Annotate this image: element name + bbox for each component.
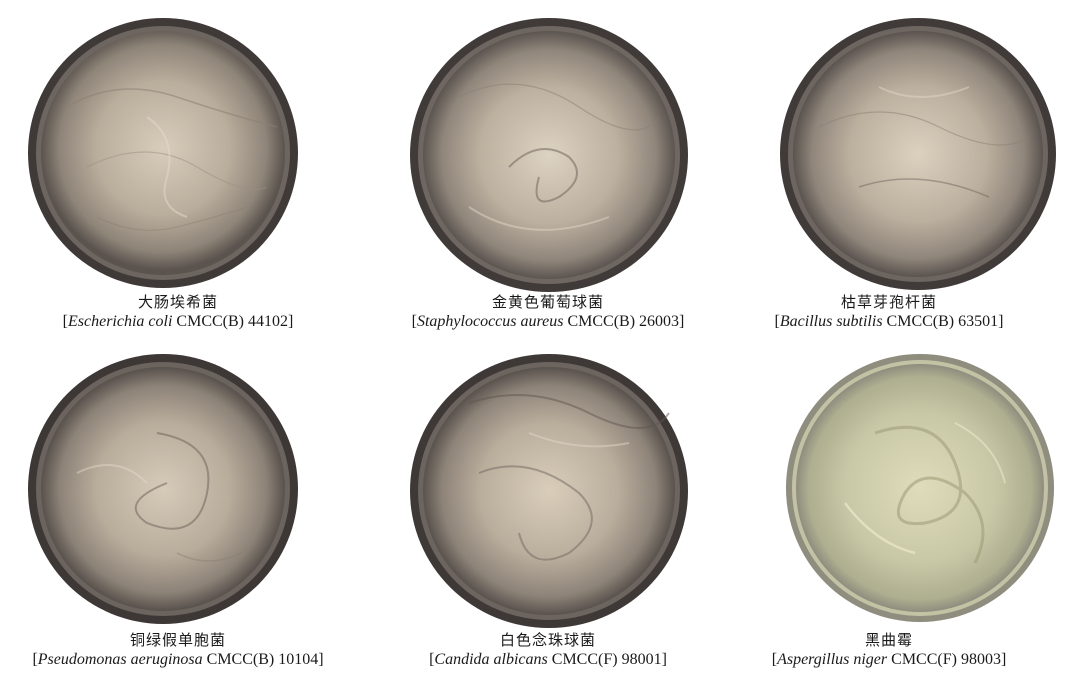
plate-caption: 铜绿假单胞菌 [Pseudomonas aeruginosa CMCC(B) 1…	[0, 630, 356, 670]
scientific-name-line: [Bacillus subtilis CMCC(B) 63501]	[774, 313, 1004, 330]
scientific-name-line: [Staphylococcus aureus CMCC(B) 26003]	[411, 313, 685, 330]
chinese-species-name: 铜绿假单胞菌	[129, 631, 226, 649]
scientific-name-line: [Pseudomonas aeruginosa CMCC(B) 10104]	[32, 651, 324, 668]
chinese-species-name: 金黄色葡萄球菌	[491, 293, 604, 311]
plate-caption: 大肠埃希菌 [Escherichia coli CMCC(B) 44102]	[0, 292, 356, 332]
plate-cell-staphylococcus-aureus: 金黄色葡萄球菌 [Staphylococcus aureus CMCC(B) 2…	[370, 0, 726, 340]
scientific-name-line: [Escherichia coli CMCC(B) 44102]	[62, 313, 294, 330]
petri-dish-image	[785, 353, 1055, 623]
plate-cell-bacillus-subtilis: 枯草芽孢杆菌 [Bacillus subtilis CMCC(B) 63501]	[711, 0, 1067, 340]
scientific-name-line: [Candida albicans CMCC(F) 98001]	[429, 651, 667, 668]
petri-dish-image	[27, 353, 299, 625]
plate-cell-escherichia-coli: 大肠埃希菌 [Escherichia coli CMCC(B) 44102]	[0, 0, 356, 340]
plate-caption: 白色念珠球菌 [Candida albicans CMCC(F) 98001]	[370, 630, 726, 670]
plate-caption: 黑曲霉 [Aspergillus niger CMCC(F) 98003]	[711, 630, 1067, 670]
plate-cell-aspergillus-niger: 黑曲霉 [Aspergillus niger CMCC(F) 98003]	[711, 340, 1067, 678]
species-name: Pseudomonas aeruginosa	[37, 651, 203, 668]
species-name: Staphylococcus aureus	[416, 313, 564, 330]
strain-code: CMCC(B) 63501	[882, 313, 999, 330]
strain-code: CMCC(F) 98003	[887, 651, 1001, 668]
chinese-species-name: 枯草芽孢杆菌	[840, 293, 937, 311]
strain-code: CMCC(B) 10104	[202, 651, 319, 668]
plate-caption: 枯草芽孢杆菌 [Bacillus subtilis CMCC(B) 63501]	[711, 292, 1067, 332]
species-name: Escherichia coli	[68, 313, 173, 330]
petri-dish-image	[409, 17, 689, 293]
strain-code: CMCC(B) 26003	[563, 313, 680, 330]
species-name: Bacillus subtilis	[779, 313, 883, 330]
petri-dish-image	[409, 353, 689, 629]
chinese-species-name: 黑曲霉	[864, 631, 913, 649]
petri-dish-image	[27, 17, 299, 289]
species-name: Candida albicans	[434, 651, 548, 668]
plate-caption: 金黄色葡萄球菌 [Staphylococcus aureus CMCC(B) 2…	[370, 292, 726, 332]
strain-code: CMCC(B) 44102	[172, 313, 288, 330]
plate-cell-pseudomonas-aeruginosa: 铜绿假单胞菌 [Pseudomonas aeruginosa CMCC(B) 1…	[0, 340, 356, 678]
species-name: Aspergillus niger	[777, 651, 888, 668]
scientific-name-line: [Aspergillus niger CMCC(F) 98003]	[771, 651, 1007, 668]
strain-code: CMCC(F) 98001	[547, 651, 662, 668]
chinese-species-name: 大肠埃希菌	[137, 293, 218, 311]
chinese-species-name: 白色念珠球菌	[499, 631, 596, 649]
plate-cell-candida-albicans: 白色念珠球菌 [Candida albicans CMCC(F) 98001]	[370, 340, 726, 678]
petri-dish-image	[779, 17, 1057, 291]
